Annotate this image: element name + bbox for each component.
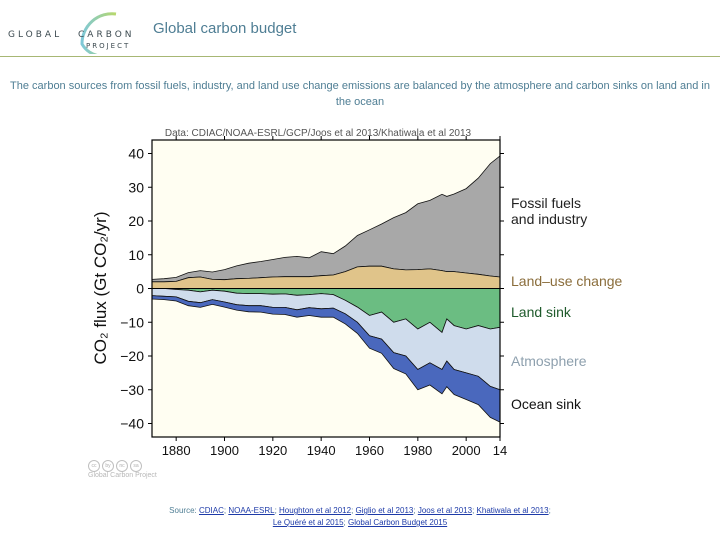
- legend-land-sink: Land sink: [511, 304, 572, 320]
- source-link-global-carbon-budget[interactable]: Global Carbon Budget 2015: [347, 518, 448, 527]
- y-tick-label: 20: [128, 213, 144, 229]
- x-tick-label: 1920: [258, 443, 287, 458]
- y-tick-label: −10: [120, 314, 144, 330]
- source-link-cdiac[interactable]: CDIAC: [198, 506, 224, 515]
- y-tick-label: −30: [120, 382, 144, 398]
- y-axis-label: CO₂ flux (Gt CO₂/yr): [91, 212, 110, 365]
- y-tick-label: 30: [128, 179, 144, 195]
- carbon-budget-chart: Data: CDIAC/NOAA-ESRL/GCP/Joos et al 201…: [91, 128, 623, 458]
- slide-subtitle: The carbon sources from fossil fuels, in…: [10, 80, 710, 108]
- header-divider: [0, 56, 720, 57]
- y-tick-label: 0: [136, 281, 144, 297]
- source-link-joos[interactable]: Joos et al 2013: [417, 506, 473, 515]
- source-link-giglio[interactable]: Giglio et al 2013: [355, 506, 414, 515]
- x-tick-label: 1900: [210, 443, 239, 458]
- logo-word-project: PROJECT: [86, 42, 131, 50]
- sa-icon: sa: [130, 460, 142, 472]
- x-tick-label: 1940: [307, 443, 336, 458]
- x-axis: 1880 1900 1920 1940 1960 1980 2000 14: [162, 136, 507, 458]
- legend-ocean-sink: Ocean sink: [511, 396, 582, 412]
- source-link-noaa-esrl[interactable]: NOAA-ESRL: [228, 506, 275, 515]
- y-tick-label: 40: [128, 146, 144, 162]
- logo-arc-icon: [80, 12, 117, 54]
- legend-atmosphere: Atmosphere: [511, 353, 587, 369]
- chart-title: Data: CDIAC/NOAA-ESRL/GCP/Joos et al 201…: [165, 128, 472, 139]
- y-tick-label: 10: [128, 247, 144, 263]
- source-link-khatiwala[interactable]: Khatiwala et al 2013: [476, 506, 549, 515]
- source-link-le-quere[interactable]: Le Quéré et al 2015: [272, 518, 344, 527]
- logo-word-global: GLOBAL: [8, 30, 63, 40]
- y-axis: 40 30 20 10 0 −10 −20 −30 −40: [120, 146, 504, 432]
- x-tick-label: 1880: [162, 443, 191, 458]
- legend: Fossil fuels and industry Land–use change L…: [511, 195, 623, 412]
- source-prefix: Source:: [169, 506, 197, 515]
- global-carbon-project-logo: GLOBAL CARBON PROJECT: [4, 4, 142, 54]
- nc-icon: nc: [116, 460, 128, 472]
- legend-land-use-change: Land–use change: [511, 273, 623, 289]
- by-icon: by: [102, 460, 114, 472]
- cc-icon: cc: [88, 460, 100, 472]
- x-tick-label: 1980: [403, 443, 432, 458]
- legend-fossil-fuels: Fossil fuels and industry: [511, 195, 587, 227]
- x-tick-label: 14: [493, 443, 507, 458]
- page-title: Global carbon budget: [153, 20, 297, 37]
- license-credit-text: Global Carbon Project: [88, 472, 157, 479]
- source-citations: Source: CDIAC; NOAA-ESRL; Houghton et al…: [169, 506, 551, 527]
- y-tick-label: −20: [120, 348, 144, 364]
- x-tick-label: 1960: [355, 443, 384, 458]
- source-link-houghton[interactable]: Houghton et al 2012: [279, 506, 352, 515]
- license-badge: cc by nc sa Global Carbon Project: [88, 460, 157, 479]
- logo-word-carbon: CARBON: [78, 30, 135, 40]
- y-tick-label: −40: [120, 416, 144, 432]
- x-tick-label: 2000: [452, 443, 481, 458]
